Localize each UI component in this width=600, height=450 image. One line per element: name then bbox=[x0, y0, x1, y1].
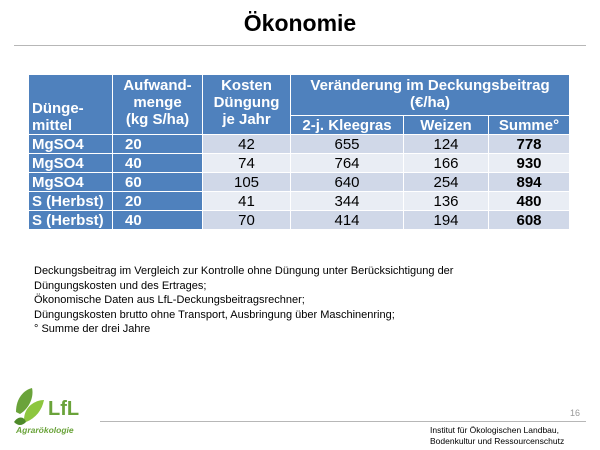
lfl-logo: LfL Agrarökologie bbox=[14, 388, 79, 435]
header-amount-line1: Aufwand- bbox=[123, 77, 192, 94]
economics-table: Dünge- mittel Aufwand- menge (kg S/ha) K… bbox=[28, 74, 571, 230]
header-kleegras: 2-j. Kleegras bbox=[290, 115, 404, 135]
header-fertilizer: Dünge- mittel bbox=[28, 74, 113, 135]
table-row: MgSO4 20 42 655 124 778 bbox=[28, 134, 571, 154]
leaf-icon-3 bbox=[14, 417, 26, 425]
header-summe: Summe° bbox=[487, 115, 571, 135]
cell-kleegras: 655 bbox=[290, 134, 404, 154]
cell-fertilizer: MgSO4 bbox=[28, 153, 113, 173]
footnote-line: Deckungsbeitrag im Vergleich zur Kontrol… bbox=[34, 265, 454, 277]
cell-amount: 40 bbox=[112, 153, 203, 173]
cell-kleegras: 414 bbox=[290, 210, 404, 230]
cell-weizen: 194 bbox=[403, 210, 489, 230]
header-cost-line1: Kosten bbox=[221, 77, 272, 94]
cell-cost: 74 bbox=[202, 153, 291, 173]
table-row: MgSO4 60 105 640 254 894 bbox=[28, 172, 571, 192]
table-row: MgSO4 40 74 764 166 930 bbox=[28, 153, 571, 173]
table-row: S (Herbst) 40 70 414 194 608 bbox=[28, 210, 571, 230]
header-margin-change: Veränderung im Deckungsbeitrag (€/ha) bbox=[289, 74, 571, 116]
cell-fertilizer: MgSO4 bbox=[28, 172, 113, 192]
footnote-line: ° Summe der drei Jahre bbox=[34, 323, 151, 336]
table-subheader-row: 2-j. Kleegras Weizen Summe° bbox=[29, 115, 571, 135]
footnote-line: Düngungskosten brutto ohne Transport, Au… bbox=[34, 308, 395, 321]
cell-cost: 105 bbox=[202, 172, 291, 192]
footer-divider bbox=[100, 421, 586, 422]
cell-weizen: 254 bbox=[403, 172, 489, 192]
table-header-row: Dünge- mittel Aufwand- menge (kg S/ha) K… bbox=[28, 74, 571, 135]
cell-weizen: 124 bbox=[403, 134, 489, 154]
cell-amount: 60 bbox=[112, 172, 203, 192]
cell-cost: 41 bbox=[202, 191, 291, 211]
page-title: Ökonomie bbox=[243, 10, 357, 36]
cell-summe: 894 bbox=[487, 172, 571, 192]
header-fertilizer-line2: mittel bbox=[32, 117, 73, 134]
cell-summe: 608 bbox=[487, 210, 571, 230]
header-amount-line3: (kg S/ha) bbox=[125, 111, 190, 128]
logo-subtitle: Agrarökologie bbox=[15, 425, 74, 435]
leaf-icon-2 bbox=[24, 400, 44, 422]
header-weizen: Weizen bbox=[403, 115, 489, 135]
header-amount-line2: menge bbox=[133, 94, 182, 111]
cell-amount: 40 bbox=[112, 210, 203, 230]
header-cost-line3: je Jahr bbox=[222, 111, 271, 128]
cell-weizen: 166 bbox=[403, 153, 489, 173]
cell-kleegras: 640 bbox=[290, 172, 404, 192]
institute-line2: Bodenkultur und Ressourcenschutz bbox=[430, 436, 565, 446]
cell-fertilizer: S (Herbst) bbox=[28, 191, 113, 211]
cell-kleegras: 344 bbox=[290, 191, 404, 211]
cell-kleegras: 764 bbox=[290, 153, 404, 173]
logo-wordmark: LfL bbox=[48, 398, 79, 420]
cell-cost: 70 bbox=[202, 210, 291, 230]
header-margin-line2: (€/ha) bbox=[410, 94, 451, 111]
cell-summe: 480 bbox=[487, 191, 571, 211]
cell-fertilizer: MgSO4 bbox=[28, 134, 113, 154]
cell-cost: 42 bbox=[202, 134, 291, 154]
cell-amount: 20 bbox=[112, 191, 203, 211]
footnote-line: Düngungskosten und des Ertrages; bbox=[34, 279, 207, 292]
header-amount: Aufwand- menge (kg S/ha) bbox=[112, 74, 203, 135]
cell-fertilizer: S (Herbst) bbox=[28, 210, 113, 230]
cell-summe: 930 bbox=[487, 153, 571, 173]
table-row: S (Herbst) 20 41 344 136 480 bbox=[28, 191, 571, 211]
header-margin-line1: Veränderung im Deckungsbeitrag bbox=[310, 77, 550, 94]
institute-name: Institut für Ökologischen Landbau, Boden… bbox=[430, 425, 590, 447]
page-number: 16 bbox=[569, 408, 580, 418]
header-cost: Kosten Düngung je Jahr bbox=[202, 74, 291, 135]
cell-amount: 20 bbox=[112, 134, 203, 154]
institute-line1: Institut für Ökologischen Landbau, bbox=[430, 425, 559, 435]
header-fertilizer-line1: Dünge- bbox=[32, 100, 84, 117]
header-cost-line2: Düngung bbox=[213, 94, 280, 111]
footnotes: Deckungsbeitrag im Vergleich zur Kontrol… bbox=[34, 264, 574, 337]
title-divider bbox=[14, 45, 586, 46]
leaf-icon bbox=[16, 388, 33, 414]
cell-weizen: 136 bbox=[403, 191, 489, 211]
footnote-line: Ökonomische Daten aus LfL-Deckungsbeitra… bbox=[34, 294, 305, 307]
cell-summe: 778 bbox=[487, 134, 571, 154]
